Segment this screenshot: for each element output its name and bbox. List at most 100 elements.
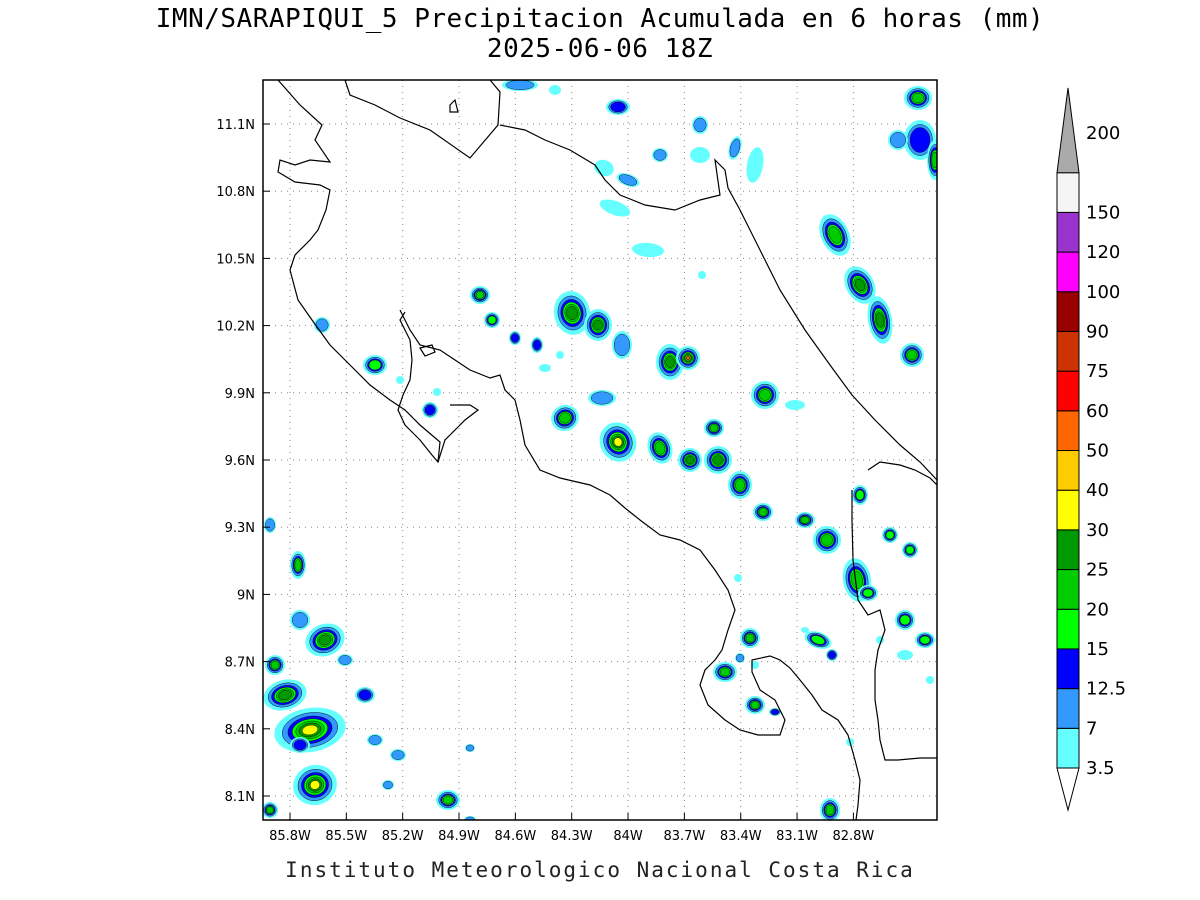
precip-cell [888, 130, 908, 150]
precip-cell [265, 655, 285, 675]
precip-contour [720, 667, 731, 677]
precip-cell [801, 627, 809, 633]
lat-tick-label: 8.7N [225, 656, 255, 671]
precip-cell [676, 346, 700, 370]
colorbar-segment [1056, 569, 1080, 610]
precip-cell [753, 503, 773, 521]
lon-tick-label: 84W [613, 829, 643, 844]
precip-cell [584, 309, 612, 341]
precip-cell [263, 802, 278, 818]
colorbar-label: 20 [1086, 599, 1109, 620]
lon-tick-label: 85.5W [325, 829, 367, 844]
precip-contour [926, 676, 934, 684]
precip-cell [556, 351, 564, 359]
map-title: IMN/SARAPIQUI_5 Precipitacion Acumulada … [155, 4, 1045, 34]
colorbar-label: 12.5 [1086, 679, 1126, 700]
precip-cell [290, 610, 310, 630]
precip-contour [771, 709, 779, 715]
lat-tick-label: 9N [237, 588, 255, 603]
precip-cell [735, 653, 745, 663]
precip-cell [436, 790, 460, 810]
colorbar-segment [1056, 489, 1080, 531]
precip-cell [509, 331, 521, 345]
precip-contour [735, 653, 745, 663]
precip-contour [559, 412, 571, 424]
colorbar-label: 90 [1086, 321, 1109, 342]
precip-contour [475, 291, 485, 299]
precip-cell [470, 286, 490, 304]
precip-cell [704, 419, 724, 437]
precip-contour [265, 518, 275, 532]
precip-cell [290, 551, 306, 579]
precip-cell [606, 99, 630, 115]
precip-cell [465, 744, 475, 752]
precip-contour [735, 479, 746, 491]
precip-contour [443, 795, 454, 805]
lat-tick-label: 8.4N [225, 723, 255, 738]
precip-contour [396, 376, 404, 384]
lat-tick-label: 10.8N [216, 185, 255, 200]
precip-cell [692, 116, 708, 134]
grid-lines [263, 80, 937, 820]
precip-contour [751, 661, 759, 669]
precip-cell [263, 679, 307, 711]
lon-tick-label: 83.7W [663, 829, 705, 844]
lat-tick-label: 10.5N [216, 252, 255, 267]
precip-cell [813, 526, 841, 554]
precip-contour [292, 612, 309, 629]
colorbar-segment [1056, 172, 1080, 213]
precip-contour [734, 574, 742, 582]
map-subtitle-date: 2025-06-06 18Z [486, 34, 714, 64]
precip-contour [465, 744, 475, 752]
precip-cell [588, 390, 616, 406]
precip-cell [678, 448, 702, 472]
precip-contour [713, 455, 723, 465]
precip-contour [368, 359, 382, 371]
precip-cell [484, 312, 500, 328]
precip-cell [594, 159, 614, 177]
precip-contour [391, 750, 405, 760]
precip-contour [905, 545, 915, 555]
precip-cell [746, 147, 764, 183]
precip-contour [383, 780, 393, 790]
precip-cell [927, 140, 937, 180]
bocas-coast [867, 461, 937, 486]
colorbar-segment [1056, 608, 1080, 650]
precip-cell [852, 485, 868, 505]
precipitation-field [263, 80, 937, 820]
precip-contour [618, 174, 638, 186]
precip-contour [338, 655, 352, 665]
precip-cell [652, 148, 668, 162]
precip-contour [653, 149, 667, 161]
precip-contour [693, 117, 707, 133]
footer-credit: Instituto Meteorologico Nacional Costa R… [285, 858, 915, 882]
precip-cell [728, 136, 742, 160]
precip-contour [855, 489, 865, 501]
precip-contour [266, 806, 274, 814]
colorbar-label: 200 [1086, 123, 1120, 144]
precip-cell [867, 296, 893, 344]
precip-contour [318, 634, 332, 646]
precip-contour [368, 735, 382, 745]
latitude-axis: 11.1N 10.8N 10.5N 10.2N 9.9N 9.6N 9.3N 9N 8.7N 8.… [216, 118, 270, 805]
precip-cell [769, 708, 781, 716]
panama-border [851, 490, 937, 761]
longitude-axis: 85.8W 85.5W 85.2W 84.9W 84.6W 84.3W 84W 83.7W 83… [269, 813, 874, 844]
precip-cell [502, 80, 538, 91]
precip-contour [539, 364, 551, 372]
precip-contour [912, 92, 924, 103]
precip-contour [931, 151, 937, 169]
precip-cell [785, 400, 805, 410]
colorbar-label: 7 [1086, 718, 1097, 739]
precip-contour [505, 80, 535, 90]
nicoya-gulf [399, 309, 861, 820]
precip-contour [828, 226, 842, 244]
precip-contour [811, 635, 825, 645]
precip-cell [264, 517, 276, 533]
precip-cell [363, 355, 387, 375]
precip-contour [828, 651, 836, 659]
colorbar-segment [1056, 370, 1080, 412]
precip-cell [599, 199, 631, 217]
precip-cell [464, 816, 476, 820]
